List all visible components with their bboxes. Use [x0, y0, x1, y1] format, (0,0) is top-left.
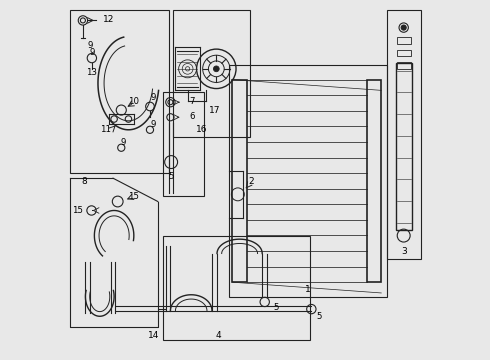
Text: 9: 9	[87, 41, 93, 50]
Bar	[387, 10, 421, 259]
Bar	[70, 10, 169, 173]
Circle shape	[214, 66, 219, 72]
Bar	[163, 235, 310, 339]
Bar	[396, 37, 411, 44]
Text: 5: 5	[169, 172, 174, 181]
Text: 3: 3	[401, 247, 407, 256]
Bar	[367, 80, 381, 282]
Text: 9: 9	[89, 48, 95, 57]
Text: 7: 7	[190, 97, 195, 106]
Text: 5: 5	[317, 312, 322, 321]
Text: 9: 9	[151, 93, 156, 102]
Text: 4: 4	[215, 332, 221, 341]
Bar	[232, 80, 247, 282]
Bar	[229, 65, 387, 297]
Circle shape	[401, 25, 406, 30]
Text: 15: 15	[72, 206, 83, 215]
Text: 2: 2	[248, 177, 254, 186]
Text: 15: 15	[128, 192, 139, 201]
Text: 17: 17	[209, 105, 220, 114]
Text: 9: 9	[121, 138, 126, 147]
Text: 10: 10	[128, 96, 139, 105]
Bar	[173, 10, 250, 137]
Text: 11: 11	[99, 125, 111, 134]
Bar	[163, 92, 204, 196]
Text: 1: 1	[305, 285, 311, 294]
Text: 12: 12	[103, 15, 115, 24]
Text: 6: 6	[190, 112, 195, 121]
Text: 8: 8	[81, 177, 87, 186]
Text: 16: 16	[196, 125, 208, 134]
Bar	[396, 50, 411, 56]
Text: 14: 14	[147, 332, 159, 341]
Text: 9: 9	[151, 120, 156, 129]
Bar	[396, 62, 411, 69]
Bar	[396, 63, 412, 230]
Text: 13: 13	[86, 68, 98, 77]
Text: 5: 5	[274, 303, 279, 312]
